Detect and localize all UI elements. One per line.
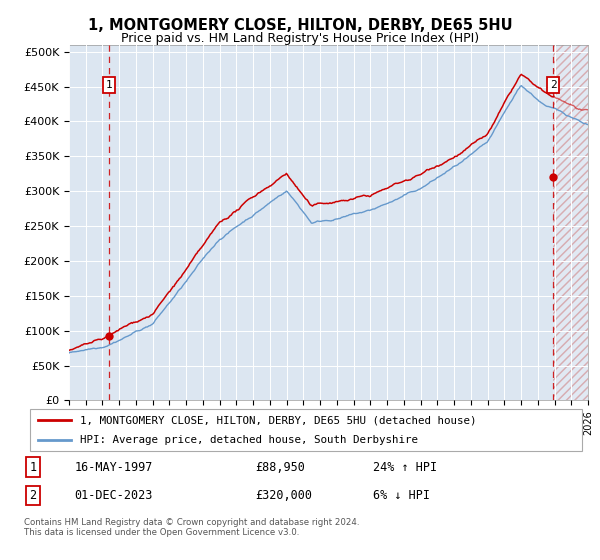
Text: 01-DEC-2023: 01-DEC-2023 <box>74 489 153 502</box>
Bar <box>553 31 588 400</box>
FancyBboxPatch shape <box>30 409 582 451</box>
Text: 1, MONTGOMERY CLOSE, HILTON, DERBY, DE65 5HU (detached house): 1, MONTGOMERY CLOSE, HILTON, DERBY, DE65… <box>80 415 476 425</box>
Text: Price paid vs. HM Land Registry's House Price Index (HPI): Price paid vs. HM Land Registry's House … <box>121 32 479 45</box>
Text: Contains HM Land Registry data © Crown copyright and database right 2024.
This d: Contains HM Land Registry data © Crown c… <box>24 518 359 538</box>
Text: 2: 2 <box>550 80 557 90</box>
Text: 16-MAY-1997: 16-MAY-1997 <box>74 460 153 474</box>
Text: HPI: Average price, detached house, South Derbyshire: HPI: Average price, detached house, Sout… <box>80 435 418 445</box>
Text: 1: 1 <box>29 460 37 474</box>
Bar <box>553 31 588 400</box>
Text: £320,000: £320,000 <box>255 489 312 502</box>
Text: £88,950: £88,950 <box>255 460 305 474</box>
Text: 1, MONTGOMERY CLOSE, HILTON, DERBY, DE65 5HU: 1, MONTGOMERY CLOSE, HILTON, DERBY, DE65… <box>88 18 512 33</box>
Text: 6% ↓ HPI: 6% ↓ HPI <box>373 489 430 502</box>
Text: 2: 2 <box>29 489 37 502</box>
Text: 1: 1 <box>106 80 112 90</box>
Text: 24% ↑ HPI: 24% ↑ HPI <box>373 460 437 474</box>
